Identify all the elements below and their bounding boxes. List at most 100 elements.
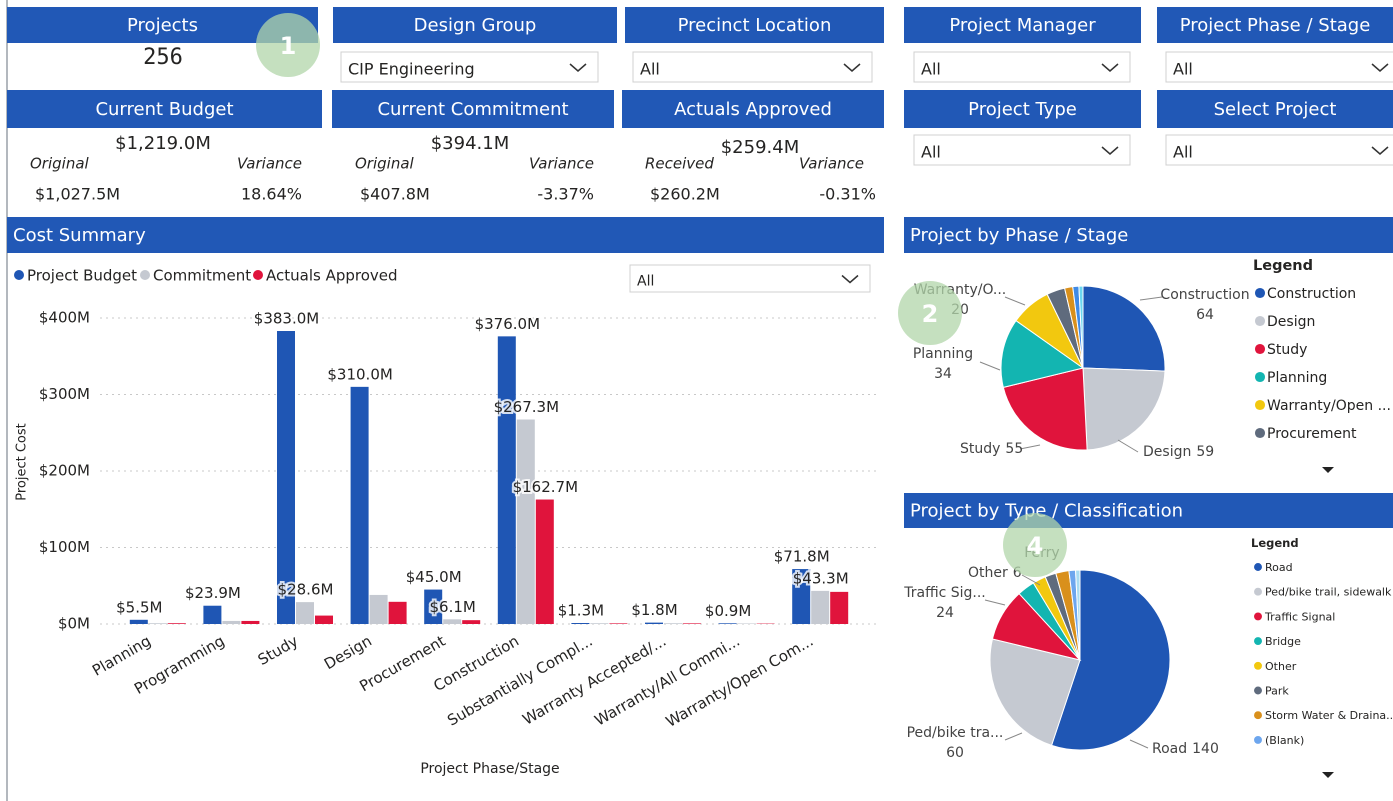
legend-label: Park xyxy=(1265,685,1289,698)
legend-marker xyxy=(1254,287,1266,299)
dropdown[interactable]: All xyxy=(913,51,1131,83)
kpi-value: $394.1M xyxy=(431,133,510,154)
legend-label: Bridge xyxy=(1265,635,1301,648)
data-label: $23.9M xyxy=(185,584,241,602)
legend-label: Storm Water & Draina... xyxy=(1265,709,1393,722)
pie-slice xyxy=(1082,285,1166,372)
y-tick-label: $0M xyxy=(58,615,90,633)
kpi-left-value: $407.8M xyxy=(360,185,430,204)
legend-scroll-arrow[interactable] xyxy=(1322,467,1334,473)
leader-line xyxy=(1139,296,1163,301)
data-label: $376.0M xyxy=(475,315,540,333)
projects-count: 256 xyxy=(143,45,183,70)
kpi-left-label: Original xyxy=(355,155,415,173)
kpi-value: $259.4M xyxy=(721,137,800,158)
slice-label: Road 140 xyxy=(1152,741,1219,757)
dropdown-chevron xyxy=(1101,146,1119,155)
data-label: $0.9M xyxy=(705,602,751,620)
header-bar xyxy=(622,90,884,128)
leader-line xyxy=(1117,439,1139,453)
dropdown-box[interactable] xyxy=(629,264,871,293)
legend-marker xyxy=(1254,637,1262,646)
legend-marker xyxy=(1254,563,1262,571)
legend-label: Other xyxy=(1265,660,1297,673)
legend-marker xyxy=(1254,711,1262,720)
legend-marker xyxy=(1254,735,1262,744)
bar xyxy=(424,589,443,624)
dropdown[interactable]: All xyxy=(1165,51,1393,83)
y-tick-label: $300M xyxy=(39,385,90,403)
kpi-left-value: $1,027.5M xyxy=(35,185,120,204)
header-title: Project Manager xyxy=(949,15,1096,36)
dropdown-chevron xyxy=(1101,63,1119,72)
bar xyxy=(315,615,333,624)
bar xyxy=(664,623,682,624)
bar xyxy=(645,622,663,624)
slice-label-name: Design xyxy=(1143,444,1191,460)
header-title: Design Group xyxy=(414,15,537,36)
header-title: Current Budget xyxy=(95,99,233,120)
dropdown-box[interactable] xyxy=(340,51,599,83)
bar xyxy=(388,601,407,624)
legend-label: Warranty/Open ... xyxy=(1267,398,1391,414)
y-tick-label: $100M xyxy=(39,538,90,556)
header-bar xyxy=(332,90,614,128)
legend-marker xyxy=(1254,661,1262,670)
dropdown-box[interactable] xyxy=(1165,51,1393,83)
legend-scroll-arrow[interactable] xyxy=(1322,772,1334,778)
bar xyxy=(811,590,830,624)
kpi-left-label: Received xyxy=(645,155,714,173)
slice-label-name: Other xyxy=(968,565,1008,581)
legend-marker xyxy=(1254,686,1262,695)
dropdown[interactable]: All xyxy=(632,51,873,83)
dropdown-box[interactable] xyxy=(913,134,1131,166)
bar xyxy=(535,499,554,624)
legend-marker xyxy=(1254,612,1262,621)
data-label: $310.0M xyxy=(327,365,392,383)
pie-slice xyxy=(1000,319,1085,388)
dropdown-value: All xyxy=(921,143,941,162)
dropdown-box[interactable] xyxy=(1165,134,1393,166)
legend-label: Commitment xyxy=(153,267,251,285)
kpi-right-value: 18.64% xyxy=(241,185,302,204)
legend-marker xyxy=(14,270,24,280)
header-title: Projects xyxy=(127,15,198,36)
data-label: $45.0M xyxy=(406,568,462,586)
kpi-right-label: Variance xyxy=(529,155,594,173)
legend-marker xyxy=(1254,371,1266,383)
y-tick-label: $400M xyxy=(39,309,90,327)
leader-line xyxy=(1019,444,1041,450)
legend-marker xyxy=(140,270,150,280)
header-title: Project Phase / Stage xyxy=(1180,15,1371,36)
slice-value: 6 xyxy=(1013,565,1022,581)
kpi-right-label: Variance xyxy=(799,155,864,173)
dropdown-box[interactable] xyxy=(632,51,873,83)
dropdown[interactable]: All xyxy=(913,134,1131,166)
legend-label: Study xyxy=(1267,342,1307,358)
header-bar xyxy=(1157,7,1393,43)
bar xyxy=(129,619,148,624)
legend-label: Traffic Signal xyxy=(1264,610,1335,623)
legend-label: Construction xyxy=(1267,286,1356,302)
leader-line xyxy=(1129,739,1149,749)
legend-marker xyxy=(1254,343,1266,355)
slice-value: 24 xyxy=(936,605,954,621)
header-bar xyxy=(7,217,884,253)
dropdown[interactable]: All xyxy=(629,264,871,293)
dropdown-box[interactable] xyxy=(913,51,1131,83)
bar xyxy=(830,591,849,624)
bar xyxy=(222,620,241,624)
legend-marker xyxy=(1254,315,1266,327)
dropdown[interactable]: CIP Engineering xyxy=(340,51,599,83)
header-bar xyxy=(625,7,884,43)
bar xyxy=(296,602,314,624)
badge-number: 1 xyxy=(280,32,297,60)
data-label: $1.8M xyxy=(631,601,677,619)
legend-title: Legend xyxy=(1251,536,1299,550)
dropdown-chevron xyxy=(841,274,859,284)
header-title: Current Commitment xyxy=(377,99,568,120)
dropdown[interactable]: All xyxy=(1165,134,1393,166)
y-tick-label: $200M xyxy=(39,462,90,480)
bar xyxy=(369,594,388,624)
